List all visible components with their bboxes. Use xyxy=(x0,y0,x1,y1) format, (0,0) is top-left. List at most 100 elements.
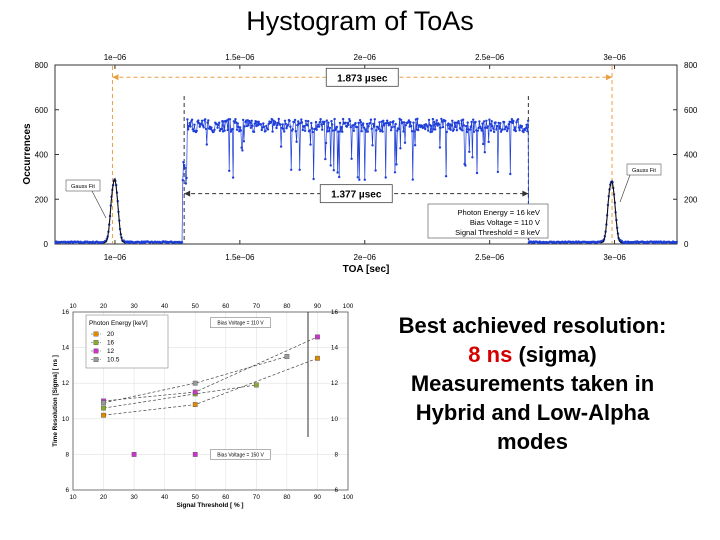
legend-label-16: 16 xyxy=(107,340,115,347)
gauss-fit-right xyxy=(600,179,623,244)
histogram-point xyxy=(328,126,332,130)
histogram-point xyxy=(407,119,411,122)
x-tick-label-bottom: 1.5e−06 xyxy=(225,253,255,262)
histogram-point xyxy=(372,125,376,128)
histogram-point xyxy=(310,121,313,125)
histogram-trace xyxy=(55,117,677,244)
histogram-point xyxy=(327,121,330,124)
histogram-point xyxy=(185,176,188,180)
span-inner-label: 1.377 µsec xyxy=(331,190,382,201)
histogram-point xyxy=(458,122,461,125)
histogram-point xyxy=(430,124,433,128)
histogram-point xyxy=(396,129,399,132)
histogram-point xyxy=(190,118,194,121)
histogram-point xyxy=(426,125,429,128)
histogram-point xyxy=(399,118,403,122)
histogram-point xyxy=(437,123,441,126)
histogram-point xyxy=(262,125,266,128)
histogram-point xyxy=(397,127,400,131)
span-outer-arrow-left xyxy=(112,74,119,81)
histogram-point xyxy=(373,118,376,121)
histogram-point xyxy=(450,124,453,127)
span-outer-box xyxy=(325,67,399,87)
histogram-point xyxy=(332,169,335,172)
histogram-point xyxy=(455,129,459,132)
histogram-point xyxy=(300,118,303,121)
y-tick-label-left: 400 xyxy=(35,151,49,160)
summary-line-modes-2: modes xyxy=(497,429,568,454)
histogram-point xyxy=(308,129,311,132)
histogram-point xyxy=(462,124,466,127)
histogram-point xyxy=(524,127,527,130)
series-point-10.5 xyxy=(284,354,290,359)
histogram-point xyxy=(180,241,184,244)
y-tick-label-left: 600 xyxy=(35,106,49,115)
histogram-point xyxy=(290,168,293,171)
histogram-point xyxy=(392,120,395,123)
histogram-point xyxy=(509,172,512,176)
histogram-point xyxy=(276,124,279,127)
histogram-point xyxy=(324,141,328,145)
histogram-point xyxy=(186,118,189,121)
plot-frame xyxy=(54,64,678,245)
histogram-point xyxy=(466,121,469,124)
histogram-point xyxy=(347,123,350,127)
histogram-point xyxy=(247,124,250,127)
histogram-point xyxy=(220,127,223,131)
x-tick-label-bottom: 3e−06 xyxy=(603,253,626,262)
histogram-point xyxy=(501,128,504,131)
histogram-point xyxy=(346,121,349,125)
histogram-point xyxy=(337,130,340,133)
histogram-point xyxy=(270,117,273,121)
histogram-point xyxy=(485,119,488,123)
histogram-point xyxy=(322,122,325,126)
x-tick-label-bottom: 10 xyxy=(69,494,77,501)
span-outer-label: 1.873 µsec xyxy=(337,73,388,84)
summary-line-resolution: Best achieved resolution: xyxy=(398,313,667,338)
histogram-point xyxy=(210,126,213,129)
histogram-point xyxy=(505,125,508,128)
histogram-point xyxy=(298,168,301,171)
histogram-point xyxy=(242,140,246,143)
plot-frame xyxy=(72,311,349,491)
histogram-point xyxy=(279,123,282,126)
histogram-point xyxy=(331,123,334,126)
histogram-point xyxy=(388,123,391,126)
histogram-point xyxy=(369,122,372,125)
sigma-label: (sigma) xyxy=(518,342,597,367)
histogram-point xyxy=(449,128,452,131)
histogram-point xyxy=(410,130,414,133)
histogram-point xyxy=(330,119,333,123)
histogram-point xyxy=(327,129,331,133)
gauss-fit-left xyxy=(103,177,126,244)
histogram-point xyxy=(498,127,501,130)
histogram-point xyxy=(461,118,465,121)
histogram-point xyxy=(272,123,276,127)
histogram-point xyxy=(487,140,490,144)
histogram-point xyxy=(523,128,527,132)
histogram-point xyxy=(212,130,215,133)
series-point-12 xyxy=(315,334,320,340)
info-line-threshold: Signal Threshold = 8 keV xyxy=(455,228,541,237)
histogram-point xyxy=(482,120,486,123)
histogram-point xyxy=(507,123,510,126)
histogram-point xyxy=(240,146,243,149)
x-tick-label-bottom: 30 xyxy=(131,494,139,501)
histogram-point xyxy=(465,124,468,128)
histogram-point xyxy=(277,117,280,121)
gauss-fit-label-right: Gauss Fit xyxy=(632,168,656,174)
histogram-point xyxy=(490,120,493,123)
summary-line-sigma: 8 ns (sigma) xyxy=(360,340,705,369)
x-tick-label-bottom: 20 xyxy=(100,494,108,501)
span-inner-box xyxy=(319,184,393,204)
histogram-point xyxy=(427,129,430,132)
gauss-fit-leader-left xyxy=(91,190,107,219)
histogram-point xyxy=(271,130,274,133)
histogram-point xyxy=(217,123,220,127)
histogram-point xyxy=(181,179,184,182)
histogram-point xyxy=(503,128,507,131)
y-tick-label-right: 800 xyxy=(684,61,698,70)
resolution-vs-threshold-chart: 10 10 20 20 30 30 40 40 50 50 60 60 70 70 80 80 90 90 100 1… xyxy=(52,303,354,509)
histogram-point xyxy=(242,118,245,122)
